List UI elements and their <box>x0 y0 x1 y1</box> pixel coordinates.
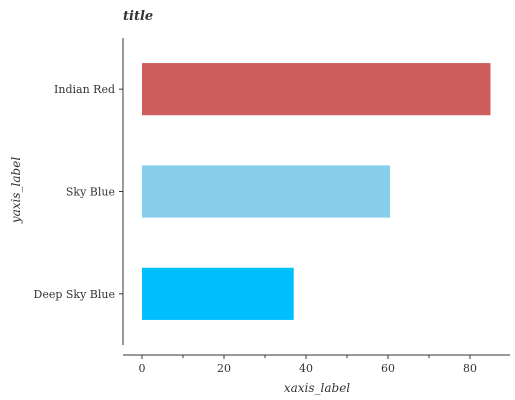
y-tick-label: Deep Sky Blue <box>34 288 116 301</box>
bar-deep-sky-blue <box>142 267 294 320</box>
x-tick-label: 60 <box>381 362 395 375</box>
bars-group <box>142 63 491 320</box>
chart-title: title <box>123 9 153 24</box>
x-tick-label: 20 <box>217 362 231 375</box>
x-tick-label: 40 <box>299 362 313 375</box>
y-tick-label: Sky Blue <box>66 186 115 199</box>
bar-sky-blue <box>142 165 391 218</box>
y-axis: Deep Sky Blue Sky Blue Indian Red <box>34 38 124 345</box>
y-axis-label: yaxis_label <box>9 157 23 224</box>
x-axis: 0 20 40 60 80 <box>123 354 510 375</box>
x-tick-label: 80 <box>463 362 477 375</box>
x-axis-label: xaxis_label <box>284 381 350 395</box>
bar-indian-red <box>142 63 491 116</box>
x-tick-label: 0 <box>139 362 146 375</box>
y-tick-label: Indian Red <box>54 83 115 96</box>
